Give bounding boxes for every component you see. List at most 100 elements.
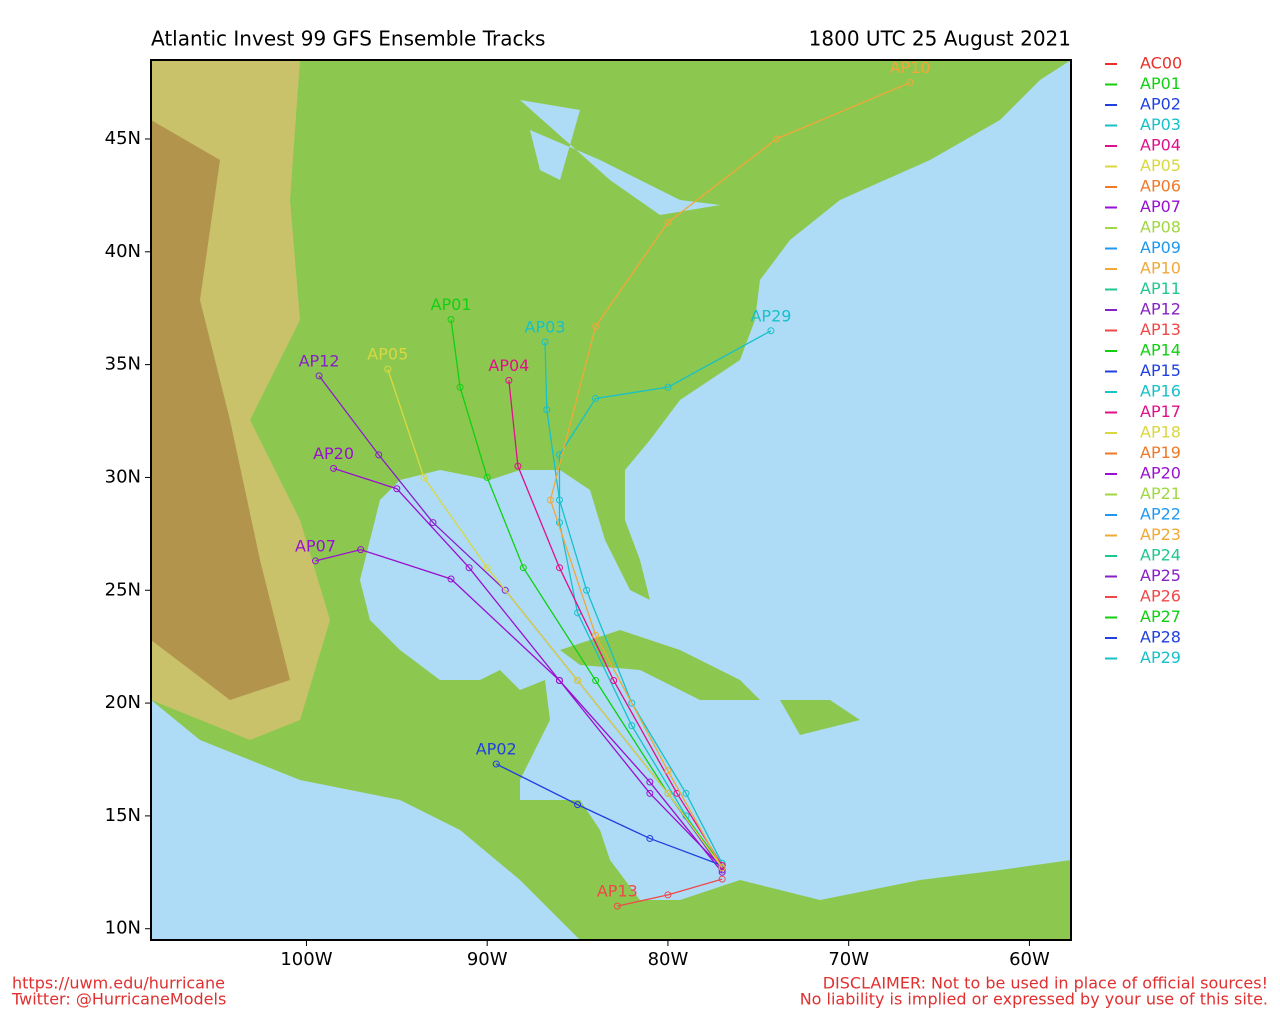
track-label: AP02	[476, 740, 517, 759]
track-point	[628, 722, 636, 730]
track-point	[357, 546, 365, 554]
track-point	[483, 564, 491, 572]
track-label: AP07	[295, 536, 336, 555]
track-point	[393, 485, 401, 493]
legend-label: AP25	[1140, 566, 1181, 585]
track-point	[420, 473, 428, 481]
track-point	[492, 760, 500, 768]
track-point	[519, 564, 527, 572]
track-point	[555, 564, 563, 572]
track-point	[447, 575, 455, 583]
legend-label: AP11	[1140, 279, 1181, 298]
legend-label: AP13	[1140, 320, 1181, 339]
y-tick-label: 25N	[105, 579, 141, 600]
legend-label: AP19	[1140, 443, 1181, 462]
track-point	[465, 564, 473, 572]
legend-label: AP28	[1140, 628, 1181, 647]
track-line	[549, 81, 911, 869]
basemap	[151, 60, 1071, 940]
track-line	[544, 342, 723, 864]
track-point	[646, 834, 654, 842]
ocean	[360, 60, 1071, 900]
legend-label: AP05	[1140, 156, 1181, 175]
legend-label: AP01	[1140, 74, 1181, 93]
track-point	[646, 789, 654, 797]
legend-label: AP03	[1140, 115, 1181, 134]
track-point	[664, 218, 672, 226]
track-label: AP29	[750, 306, 791, 325]
track-label: AP05	[367, 345, 408, 364]
legend-label: AP17	[1140, 402, 1181, 421]
track-label: AP03	[525, 318, 566, 337]
track-point	[541, 338, 549, 346]
track-point	[501, 586, 509, 594]
x-tick-label: 70W	[828, 949, 869, 970]
legend-label: AP09	[1140, 238, 1181, 257]
track-line	[558, 330, 772, 869]
legend-label: AP14	[1140, 341, 1181, 360]
track-point	[592, 631, 600, 639]
great-lakes	[520, 100, 720, 215]
track-point	[592, 394, 600, 402]
track-point	[767, 327, 775, 335]
track-point	[543, 406, 551, 414]
track-point	[664, 891, 672, 899]
track-point	[610, 677, 618, 685]
track-point	[555, 496, 563, 504]
track-point	[664, 383, 672, 391]
track-point	[592, 322, 600, 330]
track-point	[483, 473, 491, 481]
legend-label: AP07	[1140, 197, 1181, 216]
disclaimer: DISCLAIMER: Not to be used in place of o…	[823, 974, 1268, 993]
legend-label: AC00	[1140, 54, 1182, 73]
track-label: AP12	[299, 351, 340, 370]
track-line	[508, 380, 723, 866]
track-point	[613, 902, 621, 910]
track-point	[555, 677, 563, 685]
track-point	[505, 376, 513, 384]
track-point	[592, 677, 600, 685]
track-line	[495, 763, 723, 867]
track-label: AP04	[488, 356, 529, 375]
y-tick-label: 20N	[105, 692, 141, 713]
track-label: AP10	[890, 58, 931, 77]
footer-link[interactable]: https://uwm.edu/hurricane	[12, 974, 225, 993]
pacific	[151, 700, 580, 940]
chart-subtitle: 1800 UTC 25 August 2021	[809, 27, 1071, 51]
track-point	[311, 557, 319, 565]
legend-label: AP08	[1140, 218, 1181, 237]
x-tick-label: 60W	[1009, 949, 1050, 970]
track-line	[387, 368, 723, 869]
track-point	[429, 519, 437, 527]
track-point	[718, 862, 726, 870]
track-label: AP01	[431, 295, 472, 314]
track-point	[583, 586, 591, 594]
track-point	[456, 383, 464, 391]
y-tick-label: 15N	[105, 805, 141, 826]
y-tick-label: 30N	[105, 466, 141, 487]
legend-label: AP26	[1140, 587, 1181, 606]
x-tick-label: 90W	[467, 949, 508, 970]
track-point	[906, 79, 914, 87]
mountains	[151, 120, 290, 700]
track-point	[546, 496, 554, 504]
track-point	[574, 801, 582, 809]
legend-label: AP22	[1140, 505, 1181, 524]
track-point	[718, 875, 726, 883]
legend-label: AP10	[1140, 259, 1181, 278]
chart-title: Atlantic Invest 99 GFS Ensemble Tracks	[151, 27, 545, 51]
legend-label: AP06	[1140, 177, 1181, 196]
hispaniola	[780, 700, 860, 735]
legend-label: AP21	[1140, 484, 1181, 503]
disclaimer: No liability is implied or expressed by …	[800, 990, 1268, 1009]
track-point	[772, 135, 780, 143]
legend-label: AP20	[1140, 464, 1181, 483]
y-tick-label: 10N	[105, 918, 141, 939]
track-line	[333, 467, 723, 869]
legend-label: AP24	[1140, 546, 1181, 565]
x-tick-label: 80W	[648, 949, 689, 970]
legend-label: AP02	[1140, 95, 1181, 114]
track-label: AP13	[597, 882, 638, 901]
